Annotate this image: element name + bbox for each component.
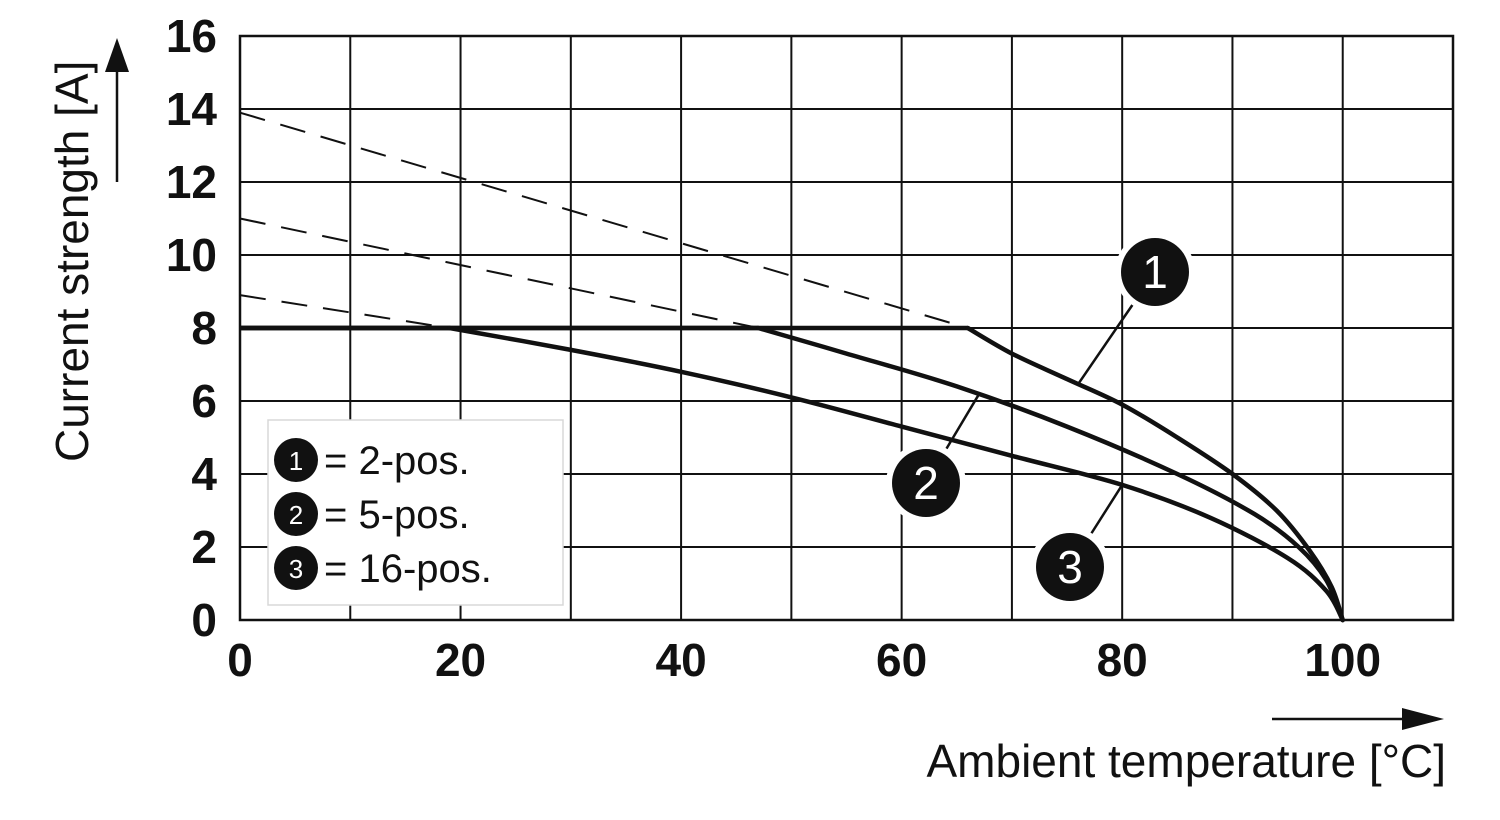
legend: 1 = 2-pos. 2 = 5-pos. 3 = 16-pos. [267,419,564,606]
callout-badge-1 [1121,238,1189,306]
x-tick-labels: 0 20 40 60 80 100 [227,634,1381,686]
callout-label-2: 2 [913,457,939,509]
legend-badge-2 [274,492,318,536]
x-tick-label: 80 [1097,634,1148,686]
legend-entry-text-1: = 2-pos. [324,439,470,483]
y-tick-label: 8 [191,302,217,354]
series-curve-3 [447,325,1345,623]
y-tick-label: 12 [166,156,217,208]
curve-callouts: 1 2 3 [886,232,1195,607]
y-tick-labels: 0 2 4 6 8 10 12 14 16 [166,10,218,646]
y-axis-label: Current strength [A] [46,61,98,462]
y-tick-label: 16 [166,10,217,62]
y-tick-label: 0 [191,594,217,646]
x-tick-label: 0 [227,634,253,686]
x-axis-arrow-head [1402,708,1444,730]
callout-leader-2 [945,393,980,450]
legend-badge-1 [274,438,318,482]
y-tick-label: 10 [166,229,217,281]
y-tick-label: 4 [191,448,217,500]
derating-curves [240,325,1345,623]
series-curve-2 [756,325,1345,623]
legend-entry-text-2: = 5-pos. [324,493,470,537]
extrapolation-line-3 [239,294,450,329]
extrapolation-lines [239,111,969,329]
y-tick-label: 2 [191,521,217,573]
y-axis-label-group: Current strength [A] [46,38,129,462]
callout-label-3: 3 [1057,541,1083,593]
y-tick-label: 14 [166,83,218,135]
series-curve-1 [965,325,1345,623]
callout-badge-3 [1036,533,1104,601]
legend-badge-3 [274,546,318,590]
x-tick-label: 40 [656,634,707,686]
legend-badge-label-1: 1 [289,446,303,476]
x-axis-label-group: Ambient temperature [°C] [927,708,1447,787]
x-axis-label: Ambient temperature [°C] [927,735,1447,787]
extrapolation-line-1 [239,111,969,329]
legend-badge-label-3: 3 [289,554,303,584]
callout-leader-1 [1077,304,1134,385]
y-axis-arrow-head [105,38,129,72]
callout-badge-2 [892,449,960,517]
x-tick-label: 20 [435,634,486,686]
legend-entry-text-3: = 16-pos. [324,547,492,591]
x-tick-label: 100 [1304,634,1381,686]
callout-leader-3 [1090,484,1124,534]
extrapolation-line-2 [239,217,759,329]
x-tick-label: 60 [876,634,927,686]
y-tick-label: 6 [191,375,217,427]
legend-badge-label-2: 2 [289,500,303,530]
callout-label-1: 1 [1142,246,1168,298]
